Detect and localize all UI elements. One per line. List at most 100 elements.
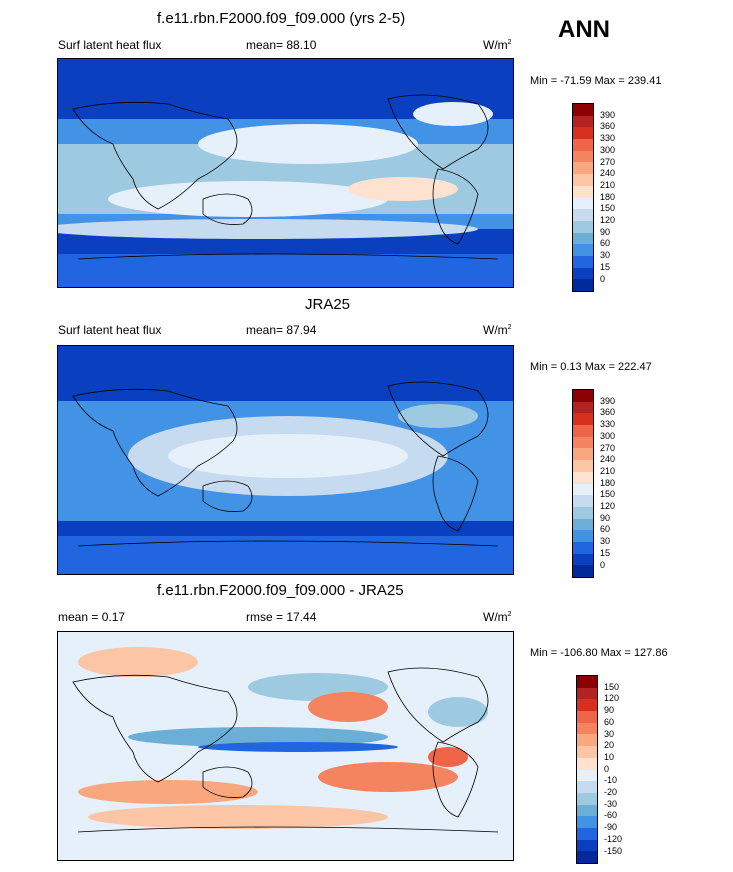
colorbar-swatch bbox=[577, 827, 597, 840]
panel2-variable-label: Surf latent heat flux bbox=[58, 323, 162, 337]
colorbar-swatch bbox=[577, 722, 597, 735]
colorbar-swatch bbox=[577, 769, 597, 782]
colorbar-label: 15 bbox=[600, 261, 611, 272]
colorbar-label: 330 bbox=[600, 419, 616, 430]
colorbar-swatch bbox=[573, 530, 593, 542]
colorbar-label: 180 bbox=[600, 477, 616, 488]
panel1-units: W/m2 bbox=[483, 38, 512, 52]
colorbar-label: 30 bbox=[600, 250, 611, 261]
panel3-minmax: Min = -106.80 Max = 127.86 bbox=[530, 647, 668, 659]
panel3-units: W/m2 bbox=[483, 610, 512, 624]
colorbar-label: 210 bbox=[600, 465, 616, 476]
colorbar-label: 390 bbox=[600, 109, 616, 120]
panel2-mean-label: mean= 87.94 bbox=[246, 323, 317, 337]
colorbar-label: -120 bbox=[604, 833, 623, 844]
colorbar-swatch bbox=[573, 413, 593, 426]
colorbar-label: 90 bbox=[600, 512, 611, 523]
colorbar-swatch bbox=[573, 209, 593, 221]
colorbar-label: -30 bbox=[604, 798, 618, 809]
colorbar-swatch bbox=[573, 390, 593, 402]
colorbar-swatch bbox=[573, 541, 593, 554]
colorbar-swatch bbox=[573, 255, 593, 268]
colorbar-label: 90 bbox=[604, 705, 615, 716]
colorbar-label: 360 bbox=[600, 121, 616, 132]
colorbar-label: 300 bbox=[600, 430, 616, 441]
colorbar-swatch bbox=[573, 279, 593, 291]
panel1-minmax: Min = -71.59 Max = 239.41 bbox=[530, 75, 662, 87]
colorbar-swatch bbox=[573, 565, 593, 577]
panel3-mean-label: mean = 0.17 bbox=[58, 610, 126, 624]
colorbar-label: -20 bbox=[604, 787, 618, 797]
colorbar-swatch bbox=[573, 506, 593, 519]
panel2-minmax: Min = 0.13 Max = 222.47 bbox=[530, 361, 652, 373]
colorbar-swatch bbox=[577, 687, 597, 700]
colorbar-label: 30 bbox=[600, 536, 611, 547]
colorbar-swatch bbox=[573, 495, 593, 507]
colorbar-label: 30 bbox=[604, 728, 615, 739]
colorbar-label: 150 bbox=[600, 489, 616, 500]
colorbar-label: 270 bbox=[600, 156, 616, 167]
colorbar-swatch bbox=[573, 448, 593, 461]
colorbar-swatch bbox=[577, 816, 597, 828]
panel1-title: f.e11.rbn.F2000.f09_f09.000 (yrs 2-5) bbox=[157, 10, 406, 27]
colorbar-label: 120 bbox=[604, 693, 620, 704]
colorbar-swatch bbox=[573, 401, 593, 414]
colorbar-label: 300 bbox=[600, 144, 616, 155]
colorbar-swatch bbox=[577, 734, 597, 747]
colorbar-swatch bbox=[573, 150, 593, 163]
colorbar-label: 210 bbox=[600, 179, 616, 190]
colorbar-swatch bbox=[573, 553, 593, 566]
panel2-map bbox=[57, 345, 514, 575]
season-label: ANN bbox=[558, 16, 610, 43]
colorbar-label: 10 bbox=[604, 751, 615, 762]
colorbar-label: 60 bbox=[600, 238, 611, 249]
colorbar-swatch bbox=[577, 781, 597, 793]
colorbar-swatch bbox=[573, 267, 593, 280]
panel3-rmse-label: rmse = 17.44 bbox=[246, 610, 317, 624]
colorbar-label: -150 bbox=[604, 845, 623, 856]
colorbar-label: 0 bbox=[600, 273, 606, 284]
panel1-map bbox=[57, 58, 514, 288]
colorbar-swatch bbox=[577, 792, 597, 805]
colorbar-label: 240 bbox=[600, 454, 616, 465]
colorbar-label: 150 bbox=[600, 203, 616, 214]
colorbar-swatch bbox=[577, 676, 597, 688]
colorbar-label: 270 bbox=[600, 442, 616, 453]
colorbar-swatch bbox=[573, 185, 593, 198]
colorbar-swatch bbox=[577, 851, 597, 863]
colorbar-swatch bbox=[577, 746, 597, 758]
colorbar-label: 20 bbox=[604, 740, 615, 751]
colorbar-swatch bbox=[573, 174, 593, 186]
colorbar-swatch bbox=[573, 220, 593, 233]
colorbar-swatch bbox=[573, 115, 593, 128]
colorbar-label: 15 bbox=[600, 547, 611, 558]
colorbar-label: 150 bbox=[604, 681, 620, 692]
colorbar-swatch bbox=[577, 699, 597, 712]
colorbar-swatch bbox=[573, 518, 593, 531]
colorbar-swatch bbox=[573, 104, 593, 116]
colorbar-swatch bbox=[573, 162, 593, 175]
colorbar-label: 360 bbox=[600, 407, 616, 418]
colorbar-swatch bbox=[573, 232, 593, 245]
colorbar-label: 330 bbox=[600, 133, 616, 144]
panel2-title: JRA25 bbox=[305, 296, 351, 313]
panel1-mean-label: mean= 88.10 bbox=[246, 38, 317, 52]
colorbar-label: 240 bbox=[600, 168, 616, 179]
colorbar-label: 0 bbox=[600, 559, 606, 570]
colorbar-swatch bbox=[573, 127, 593, 140]
colorbar-swatch bbox=[577, 804, 597, 817]
colorbar-swatch bbox=[577, 711, 597, 723]
panel3-map bbox=[57, 631, 514, 861]
colorbar-swatch bbox=[573, 139, 593, 151]
colorbar-label: 0 bbox=[604, 763, 610, 774]
colorbar-label: 90 bbox=[600, 226, 611, 237]
colorbar-swatch bbox=[573, 483, 593, 496]
colorbar-swatch bbox=[573, 425, 593, 437]
panel2-colorbar: 390 360 330 300 270 240 210 180 150 120 90 60 30 15 0 bbox=[572, 389, 615, 578]
colorbar-label: 60 bbox=[600, 524, 611, 535]
colorbar-label: 120 bbox=[600, 501, 616, 511]
colorbar-label: 390 bbox=[600, 395, 616, 406]
colorbar-label: -60 bbox=[604, 810, 618, 821]
colorbar-label: 120 bbox=[600, 215, 616, 225]
colorbar-swatch bbox=[573, 460, 593, 472]
